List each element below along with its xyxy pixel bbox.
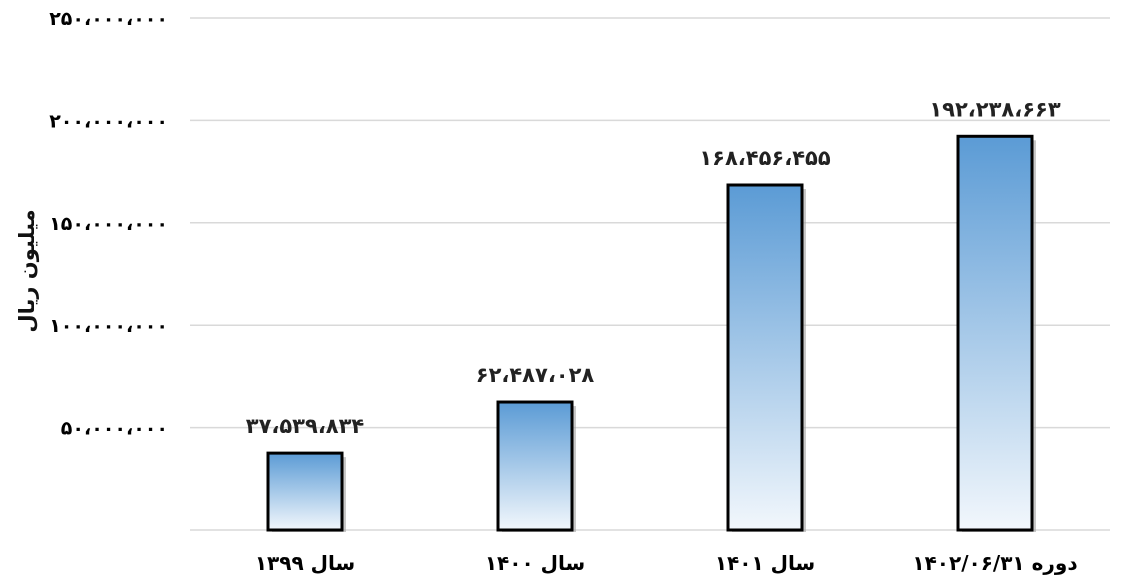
bar-value-label: ۳۷،۵۳۹،۸۳۴ — [246, 414, 365, 438]
bar-value-label: ۶۲،۴۸۷،۰۲۸ — [476, 363, 595, 387]
x-axis-categories: سال ۱۳۹۹ سال ۱۴۰۰ سال ۱۴۰۱ دوره ۱۴۰۲/۰۶/۳۱ — [255, 551, 1078, 575]
y-axis-ticks: ۵۰،۰۰۰،۰۰۰ ۱۰۰،۰۰۰،۰۰۰ ۱۵۰،۰۰۰،۰۰۰ ۲۰۰،۰۰۰،… — [49, 8, 168, 440]
bar-value-label: ۱۹۲،۲۳۸،۶۶۳ — [929, 97, 1060, 121]
y-tick-label: ۵۰،۰۰۰،۰۰۰ — [61, 418, 168, 440]
bar — [726, 183, 804, 532]
y-tick-label: ۱۰۰،۰۰۰،۰۰۰ — [49, 315, 168, 337]
data-labels: ۳۷،۵۳۹،۸۳۴ ۶۲،۴۸۷،۰۲۸ ۱۶۸،۴۵۶،۴۵۵ ۱۹۲،۲۳۸،۶… — [246, 97, 1061, 438]
y-tick-label: ۲۵۰،۰۰۰،۰۰۰ — [49, 8, 168, 30]
y-tick-label: ۲۰۰،۰۰۰،۰۰۰ — [49, 110, 168, 132]
x-category-label: سال ۱۴۰۱ — [715, 551, 815, 575]
bars — [266, 134, 1036, 533]
x-category-label: سال ۱۳۹۹ — [255, 551, 355, 575]
bar — [956, 134, 1034, 532]
x-category-label: دوره ۱۴۰۲/۰۶/۳۱ — [912, 551, 1077, 575]
bar-value-label: ۱۶۸،۴۵۶،۴۵۵ — [699, 146, 830, 170]
x-category-label: سال ۱۴۰۰ — [485, 551, 585, 575]
y-tick-label: ۱۵۰،۰۰۰،۰۰۰ — [49, 213, 168, 235]
bar — [266, 451, 344, 532]
y-axis-title: میلیون ریال — [15, 209, 39, 332]
bar — [496, 400, 574, 532]
